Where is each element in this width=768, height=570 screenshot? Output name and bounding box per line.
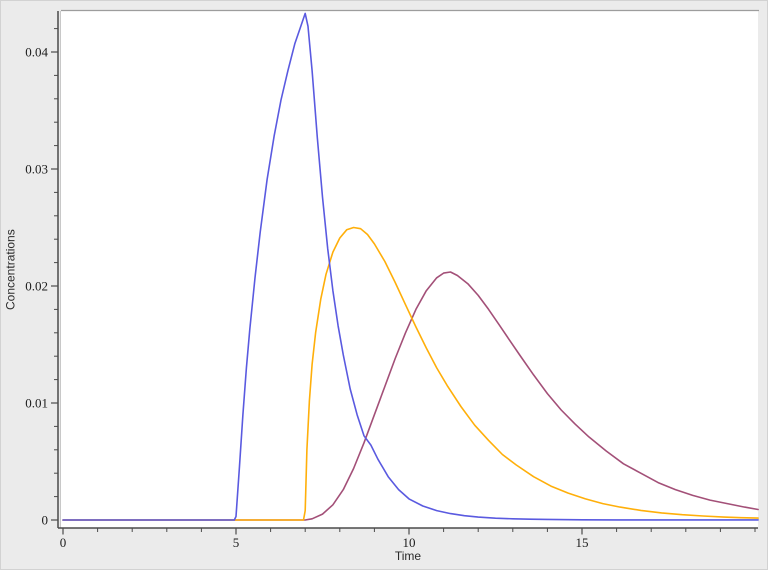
y-tick-label: 0.03: [25, 162, 48, 177]
y-tick-label: 0.01: [25, 396, 48, 411]
concentration-curve-orange: [62, 226, 759, 521]
x-tick-label: 15: [576, 535, 589, 550]
y-tick-label: 0.02: [25, 279, 48, 294]
y-axis-title: Concentrations: [3, 229, 18, 310]
x-axis-title: Time: [394, 549, 422, 563]
x-tick-label: 0: [60, 535, 67, 550]
x-tick-label: 10: [403, 535, 416, 550]
y-tick-label: 0: [42, 513, 49, 528]
concentration-curve-blue: [62, 12, 759, 521]
plot-area[interactable]: [61, 11, 758, 528]
x-tick-label: 5: [233, 535, 240, 550]
y-tick-label: 0.04: [25, 45, 48, 60]
concentration-curve-maroon: [62, 271, 759, 521]
